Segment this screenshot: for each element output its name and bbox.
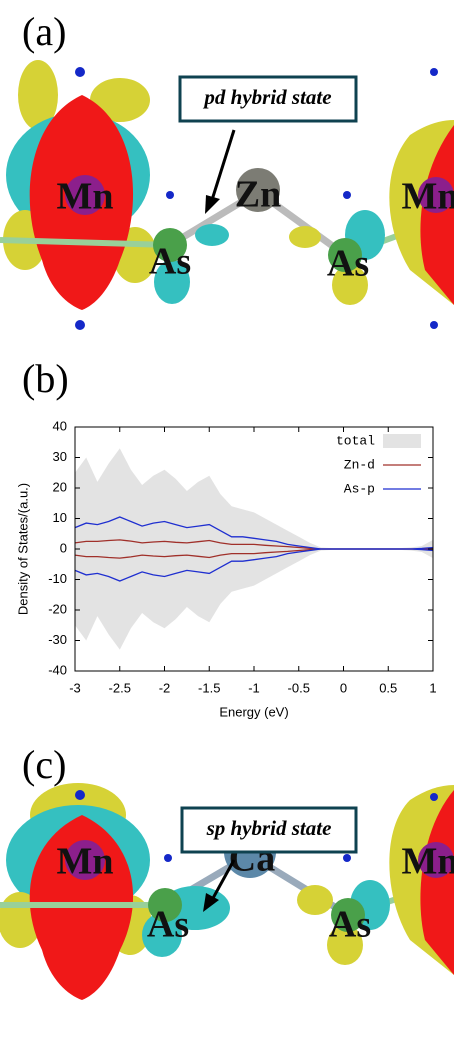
- atom: [430, 321, 438, 329]
- y-tick-label: 20: [53, 479, 67, 494]
- x-tick-label: 0.5: [379, 680, 397, 695]
- panel-label: (c): [22, 742, 66, 787]
- x-tick-label: -0.5: [288, 680, 310, 695]
- x-tick-label: -3: [69, 680, 81, 695]
- orbital: [332, 265, 368, 305]
- atom-label: As: [329, 904, 371, 946]
- orbital: [195, 224, 229, 246]
- x-tick-label: -1: [248, 680, 260, 695]
- orbital: [18, 60, 58, 130]
- legend-swatch: [383, 434, 421, 448]
- orbital: [90, 78, 150, 122]
- atom-label: As: [149, 241, 191, 283]
- orbital: [142, 913, 182, 957]
- atom: [343, 854, 351, 862]
- y-tick-label: -10: [48, 571, 67, 586]
- area: [75, 448, 433, 549]
- atom-label: Zn: [235, 174, 281, 216]
- atom-label: Mn: [57, 176, 114, 218]
- atom: [65, 175, 105, 215]
- x-tick-label: -2: [159, 680, 171, 695]
- arrow: [210, 129, 236, 201]
- atom: [418, 842, 454, 878]
- x-tick-label: -2.5: [109, 680, 131, 695]
- line: [74, 548, 434, 582]
- atom: [164, 854, 172, 862]
- orbital: [297, 885, 333, 915]
- callout-box: [180, 806, 358, 854]
- orbital: [154, 260, 190, 304]
- y-tick-label: 10: [53, 510, 67, 525]
- orbital: [420, 125, 454, 305]
- atom: [236, 168, 280, 212]
- callout: pd hybrid state: [202, 85, 331, 109]
- atom: [343, 191, 351, 199]
- panel-c: (c) Mn Ca Mn As As sp hybrid state: [0, 742, 454, 1000]
- atom: [430, 68, 438, 76]
- orbital: [420, 790, 454, 975]
- atom: [65, 840, 105, 880]
- atom: [148, 888, 182, 922]
- arrow: [210, 859, 236, 901]
- y-tick-label: 0: [60, 540, 67, 555]
- x-tick-label: -1.5: [198, 680, 220, 695]
- atom-label: As: [327, 243, 369, 285]
- y-tick-label: -20: [48, 601, 67, 616]
- atom: [153, 228, 187, 262]
- panel-label: (b): [22, 356, 69, 401]
- atom: [75, 790, 85, 800]
- y-axis-label: Density of States/(a.u.): [15, 483, 30, 615]
- callout-box: [178, 75, 358, 123]
- legend-label: Zn-d: [344, 457, 375, 472]
- panel-label: (a): [22, 9, 66, 54]
- arrowhead: [205, 195, 220, 214]
- orbital: [327, 925, 363, 965]
- bond: [0, 237, 171, 248]
- atom-label: Mn: [402, 176, 454, 218]
- orbital: [289, 226, 321, 248]
- atom: [75, 67, 85, 77]
- x-axis-label: Energy (eV): [219, 704, 288, 719]
- atom-label: Mn: [57, 841, 114, 883]
- x-tick-label: 1: [429, 680, 436, 695]
- callout: sp hybrid state: [206, 816, 332, 840]
- y-tick-label: 30: [53, 449, 67, 464]
- atom: [75, 320, 85, 330]
- atom: [166, 191, 174, 199]
- area: [75, 549, 433, 650]
- x-tick-label: 0: [340, 680, 347, 695]
- legend-label: total: [336, 433, 375, 448]
- y-tick-label: 40: [53, 418, 67, 433]
- atom: [430, 793, 438, 801]
- y-tick-label: -40: [48, 662, 67, 677]
- y-tick-label: -30: [48, 632, 67, 647]
- atom: [418, 177, 454, 213]
- legend-label: As-p: [344, 481, 375, 496]
- atom-label: Mn: [402, 841, 454, 883]
- panel-a: (a) Mn Zn Mn As As pd hybr: [0, 9, 454, 330]
- atom: [328, 238, 362, 272]
- atom: [331, 898, 365, 932]
- arrowhead: [203, 893, 219, 912]
- atom-label: As: [147, 904, 189, 946]
